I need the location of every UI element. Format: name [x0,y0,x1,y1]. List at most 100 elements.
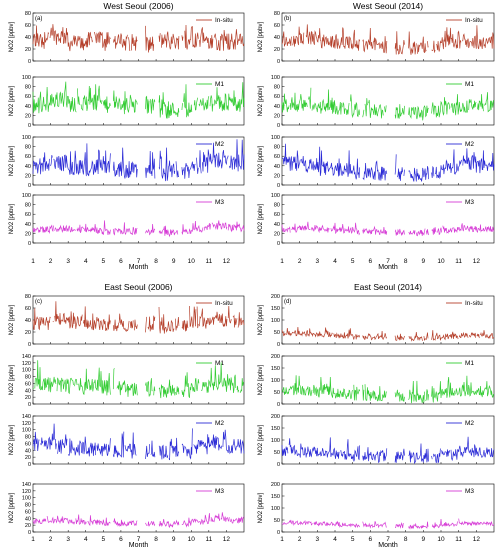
y-tick-label: 150 [271,426,280,432]
y-axis-label: NO2 [ppbv] [9,304,15,335]
series-line [281,375,495,404]
series-line [32,139,245,182]
panel-frame [32,76,245,126]
series-line [281,221,495,237]
y-tick-label: 40 [25,516,31,522]
y-tick-label: 50 [274,330,280,336]
x-tick-label: 8 [404,536,408,543]
y-tick-label: 60 [25,154,31,160]
legend-label: M3 [465,199,474,206]
y-tick-label: 80 [274,145,280,151]
x-tick-label: 1 [31,258,35,265]
y-tick-label: 60 [25,381,31,387]
chart-title: West Seoul (2014) [353,1,423,11]
y-axis-label: NO2 [ppbv] [9,364,15,395]
chart-title: West Seoul (2006) [103,1,173,11]
y-tick-label: 50 [274,518,280,524]
y-tick-label: 60 [25,509,31,515]
y-tick-label: 80 [25,203,31,209]
series-line [281,436,495,465]
x-tick-label: 3 [66,258,70,265]
y-tick-label: 40 [25,164,31,170]
y-tick-label: 0 [28,59,31,65]
y-tick-label: 140 [22,414,31,420]
x-tick-label: 7 [137,536,141,543]
y-tick-label: 100 [271,135,280,141]
x-tick-label: 12 [473,536,481,543]
legend-label: M1 [465,360,474,367]
y-tick-label: 20 [25,523,31,529]
x-tick-label: 3 [316,536,320,543]
panel-in-situ: 0 20 40 60 80 NO2 [ppbv] (c) In-situ [9,294,245,348]
y-tick-label: 100 [22,496,31,502]
x-axis-label: Month [129,542,149,549]
x-tick-label: 2 [49,536,53,543]
chart-title: East Seoul (2006) [104,282,172,292]
y-tick-label: 120 [22,361,31,367]
legend-label: In-situ [465,17,483,24]
y-axis-label: NO2 [ppbv] [258,364,264,395]
y-tick-label: 20 [25,47,31,53]
panel-m2: 0 50 100 150 200 NO2 [ppbv] M2 [258,414,495,468]
panel-label: (b) [284,16,291,22]
series-line [281,326,495,342]
panel-frame [281,136,495,186]
y-tick-label: 100 [271,318,280,324]
y-tick-label: 150 [271,306,280,312]
y-tick-label: 60 [25,23,31,29]
panel-frame [281,12,495,62]
x-tick-label: 12 [223,258,231,265]
panel-label: (d) [284,299,291,305]
x-tick-label: 6 [119,258,123,265]
y-tick-label: 40 [25,222,31,228]
y-tick-label: 60 [274,212,280,218]
series-line [32,423,245,461]
y-tick-label: 120 [22,489,31,495]
y-tick-label: 150 [271,494,280,500]
legend-label: M2 [215,420,224,427]
y-tick-label: 200 [271,354,280,360]
x-tick-label: 6 [119,536,123,543]
y-tick-label: 100 [22,368,31,374]
series-line [32,512,245,528]
series-line [32,220,245,238]
legend-label: M3 [215,488,224,495]
y-tick-label: 60 [25,212,31,218]
x-tick-label: 10 [188,258,196,265]
legend-label: In-situ [215,17,233,24]
x-axis-label: Month [129,264,149,271]
y-tick-label: 20 [25,455,31,461]
x-tick-label: 1 [280,536,284,543]
x-tick-label: 4 [84,258,88,265]
y-axis-label: NO2 [ppbv] [9,21,15,52]
x-tick-label: 8 [154,258,158,265]
panel-frame [281,355,495,405]
panel-m3: 0 50 100 150 200 NO2 [ppbv] M3 [258,482,495,536]
x-tick-label: 2 [49,258,53,265]
x-tick-label: 4 [84,536,88,543]
panel-m1: 0 50 100 150 200 NO2 [ppbv] M1 [258,354,495,408]
y-tick-label: 200 [271,414,280,420]
y-tick-label: 40 [25,104,31,110]
panel-m1: 0 20 40 60 80 100 NO2 [ppbv] M1 [258,75,495,129]
panel-m3: 0 20 40 60 80 100 NO2 [ppbv] M3 [9,193,245,247]
legend-label: M3 [465,488,474,495]
y-tick-label: 100 [271,75,280,81]
series-line [32,24,245,53]
y-axis-label: NO2 [ppbv] [9,145,15,176]
x-tick-label: 2 [298,536,302,543]
y-tick-label: 0 [28,123,31,129]
x-tick-label: 2 [298,258,302,265]
x-tick-label: 10 [437,258,445,265]
x-tick-label: 1 [31,536,35,543]
panel-frame [32,355,245,405]
x-axis-label: Month [378,264,398,271]
x-tick-label: 10 [437,536,445,543]
y-tick-label: 100 [271,506,280,512]
